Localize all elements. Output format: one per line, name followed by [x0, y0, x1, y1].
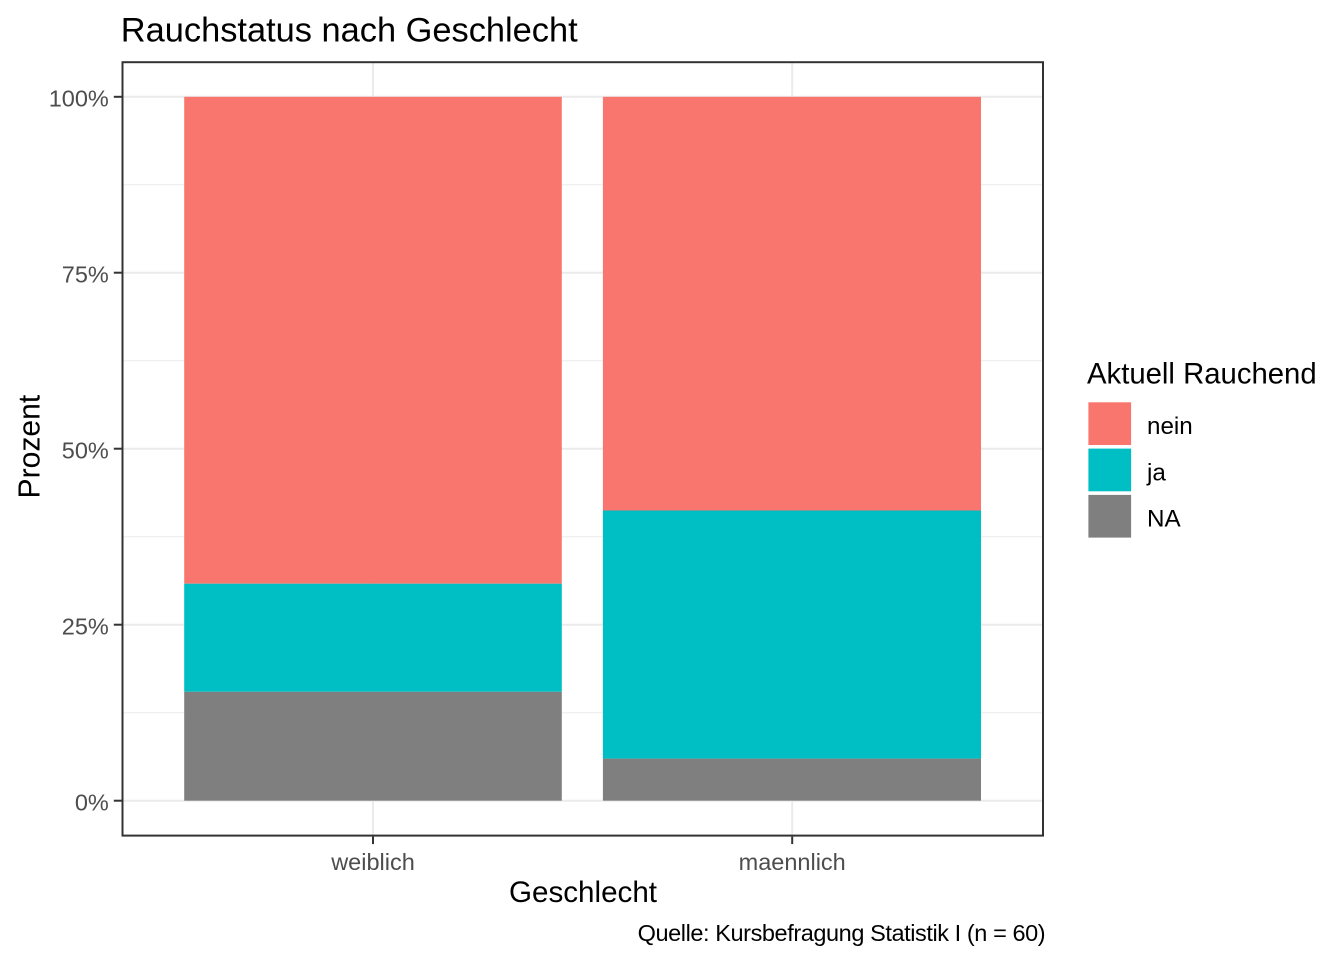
svg-text:Aktuell Rauchend: Aktuell Rauchend — [1087, 358, 1317, 391]
svg-text:Geschlecht: Geschlecht — [509, 876, 657, 909]
svg-text:25%: 25% — [62, 614, 109, 640]
svg-text:Prozent: Prozent — [14, 394, 47, 498]
svg-text:100%: 100% — [49, 86, 109, 112]
svg-text:nein: nein — [1147, 413, 1193, 440]
svg-text:weiblich: weiblich — [330, 849, 415, 875]
svg-text:ja: ja — [1146, 459, 1166, 486]
svg-text:0%: 0% — [75, 790, 109, 816]
svg-text:Rauchstatus nach Geschlecht: Rauchstatus nach Geschlecht — [121, 12, 578, 50]
svg-text:NA: NA — [1147, 505, 1181, 532]
svg-text:Quelle: Kursbefragung Statisti: Quelle: Kursbefragung Statistik I (n = 6… — [638, 920, 1046, 946]
svg-text:75%: 75% — [62, 262, 109, 288]
svg-text:maennlich: maennlich — [739, 849, 846, 875]
svg-text:50%: 50% — [62, 438, 109, 464]
